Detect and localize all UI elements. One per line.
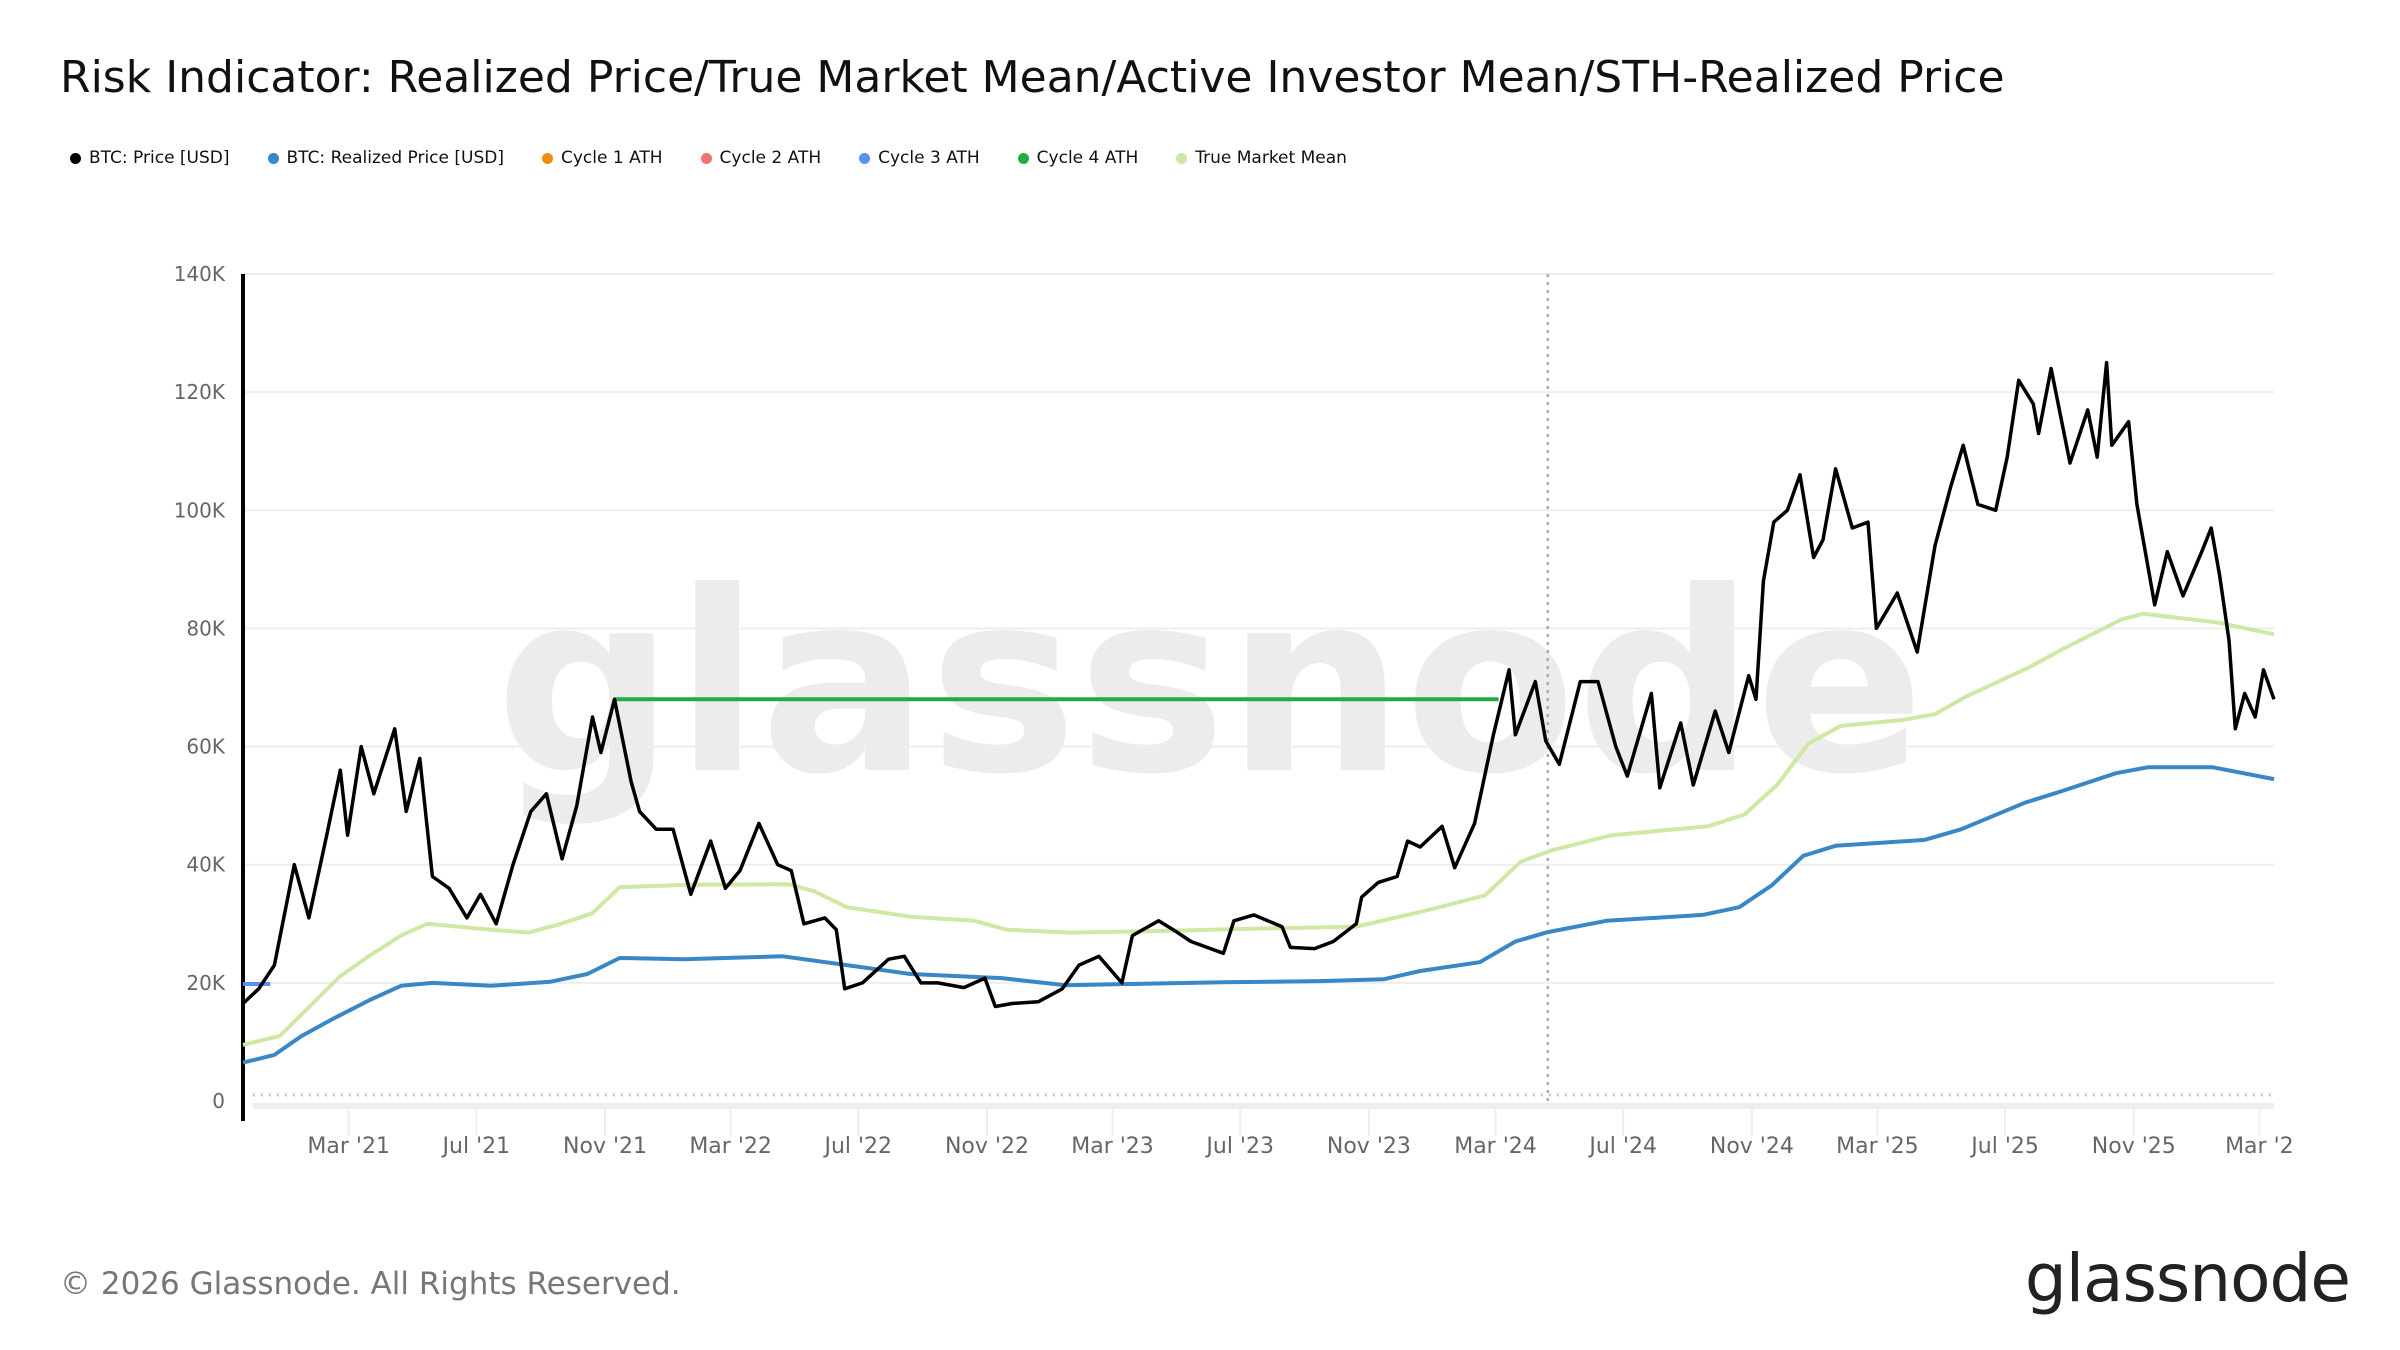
copyright: © 2026 Glassnode. All Rights Reserved.: [60, 1266, 681, 1302]
y-tick-label: 0: [212, 1089, 225, 1113]
legend-dot-icon: [267, 152, 279, 164]
legend-label: Cycle 4 ATH: [1036, 148, 1139, 168]
legend-dot-icon: [1176, 152, 1188, 164]
x-tick-label: Jul '21: [441, 1134, 511, 1159]
y-tick-label: 60K: [186, 735, 225, 759]
x-tick-label: Nov '22: [945, 1134, 1029, 1159]
legend-label: BTC: Price [USD]: [89, 148, 230, 168]
glassnode-logo: glassnode: [2024, 1240, 2351, 1317]
y-tick-label: 100K: [174, 498, 226, 522]
x-tick-label: Mar '23: [1071, 1134, 1154, 1159]
chart-title: Risk Indicator: Realized Price/True Mark…: [60, 52, 2005, 103]
y-tick-label: 140K: [174, 262, 226, 286]
legend-dot-icon: [541, 152, 553, 164]
legend-label: Cycle 2 ATH: [719, 148, 822, 168]
legend-item[interactable]: Cycle 4 ATH: [1017, 148, 1139, 168]
x-tick-label: Nov '23: [1327, 1134, 1411, 1159]
x-tick-label: Jul '23: [1204, 1134, 1274, 1159]
legend-label: Cycle 1 ATH: [560, 148, 663, 168]
legend-item[interactable]: Cycle 1 ATH: [541, 148, 663, 168]
y-tick-label: 120K: [174, 380, 226, 404]
legend-dot-icon: [859, 152, 871, 164]
legend-item[interactable]: Cycle 3 ATH: [859, 148, 980, 168]
x-tick-label: Nov '24: [1710, 1134, 1794, 1159]
legend-label: True Market Mean: [1195, 148, 1347, 168]
x-tick-label: Mar '2: [2225, 1134, 2294, 1159]
series-line-btc-realized-price-usd: [242, 765, 2275, 1065]
legend-item[interactable]: Cycle 2 ATH: [700, 148, 822, 168]
x-tick-label: Jul '22: [822, 1134, 892, 1159]
x-tick-label: Mar '24: [1454, 1134, 1537, 1159]
legend-dot-icon: [1017, 152, 1029, 164]
x-tick-label: Jul '25: [1969, 1134, 2039, 1159]
legend-item[interactable]: True Market Mean: [1176, 148, 1347, 168]
x-tick-label: Nov '25: [2092, 1134, 2176, 1159]
legend-label: Cycle 3 ATH: [878, 148, 980, 168]
watermark: glassnode: [495, 538, 1924, 829]
x-tick-label: Mar '21: [307, 1134, 390, 1159]
x-tick-label: Mar '25: [1836, 1134, 1919, 1159]
legend-dot-icon: [70, 152, 81, 164]
legend-label: BTC: Realized Price [USD]: [286, 148, 504, 168]
x-tick-label: Nov '21: [563, 1134, 647, 1159]
y-tick-label: 20K: [186, 971, 225, 995]
x-tick-label: Mar '22: [689, 1134, 772, 1159]
legend-item[interactable]: BTC: Price [USD]: [70, 148, 230, 168]
series-line-btc-price-usd: [241, 360, 2276, 1009]
x-tick-label: Jul '24: [1587, 1134, 1657, 1159]
series-line-true-market-mean: [242, 611, 2275, 1047]
legend-dot-icon: [700, 152, 712, 164]
legend-item[interactable]: BTC: Realized Price [USD]: [267, 148, 504, 168]
y-tick-label: 40K: [186, 853, 225, 877]
y-tick-label: 80K: [186, 616, 225, 640]
legend: BTC: Price [USD] BTC: Realized Price [USD…: [70, 148, 1385, 168]
